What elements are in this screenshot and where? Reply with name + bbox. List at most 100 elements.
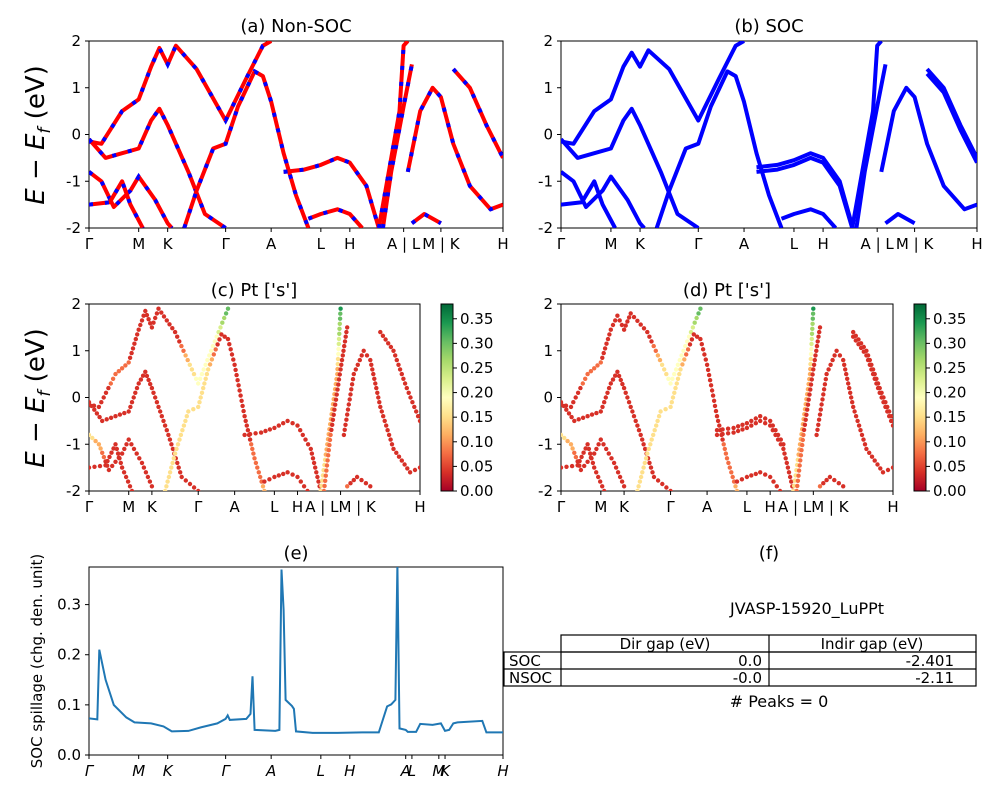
projected-point: [604, 341, 609, 346]
projected-point: [723, 451, 729, 456]
projected-point: [859, 432, 865, 438]
projected-point: [815, 339, 820, 344]
x-tick-label: Γ: [666, 498, 675, 516]
colorbar-tick-label: 0.15: [460, 408, 493, 426]
projected-point: [605, 390, 610, 395]
projected-point: [337, 372, 342, 377]
y-tick-label: -2: [538, 482, 553, 500]
projected-point: [222, 315, 227, 321]
projected-point: [613, 465, 619, 470]
projected-point: [255, 465, 260, 470]
projected-point: [877, 390, 882, 395]
column-header-dir-gap: Dir gap (eV): [620, 635, 711, 653]
projected-point: [709, 388, 715, 393]
nsoc-dir-gap: -0.0: [733, 669, 762, 687]
spillage-line: [89, 567, 503, 734]
row-label-nsoc: NSOC: [509, 669, 552, 687]
projected-point: [337, 321, 342, 326]
projected-point: [744, 425, 750, 431]
projected-point: [177, 339, 182, 344]
x-tick-label: H: [971, 235, 982, 253]
projected-point: [156, 404, 161, 410]
projected-point: [836, 481, 841, 486]
x-tick-label: M: [132, 235, 145, 253]
projected-point: [249, 442, 254, 447]
projected-point: [211, 352, 216, 357]
projected-point: [153, 395, 158, 400]
projected-point: [733, 484, 738, 489]
projected-point: [154, 400, 160, 405]
band-line-soc-dash: [283, 155, 381, 228]
projected-point: [589, 412, 595, 417]
projected-point: [183, 478, 188, 483]
y-tick-label: -2: [66, 219, 81, 237]
projected-point: [184, 414, 189, 419]
projected-point: [638, 322, 643, 327]
projected-point: [820, 397, 825, 402]
band-line-soc: [561, 179, 617, 228]
projected-point: [821, 481, 826, 486]
projected-point: [103, 463, 108, 468]
projected-point: [849, 395, 854, 400]
ylabel-unit: (eV): [21, 328, 51, 390]
projected-point: [674, 381, 679, 386]
projected-point: [388, 437, 393, 442]
projected-point: [598, 360, 603, 365]
projected-point: [351, 371, 356, 377]
projected-point: [338, 311, 343, 316]
colorbar-tick-label: 0.35: [933, 310, 966, 328]
projected-point: [111, 446, 116, 451]
projected-point: [165, 479, 170, 484]
projected-point: [368, 484, 373, 489]
projected-point: [615, 313, 620, 318]
projected-point: [706, 372, 712, 378]
projected-point: [345, 325, 350, 330]
projected-point: [786, 470, 792, 475]
panel-a-title: (a) Non-SOC: [240, 16, 351, 37]
projected-point: [220, 320, 225, 325]
band-lines: [89, 41, 503, 228]
projected-point: [739, 477, 745, 482]
projected-point: [158, 409, 163, 414]
projected-point: [604, 446, 609, 452]
x-tick-label: Γ: [221, 235, 230, 253]
y-tick-label: -1: [538, 172, 553, 190]
projected-point: [753, 421, 758, 426]
projected-point: [809, 341, 814, 347]
y-tick-label: 2: [71, 295, 81, 313]
projected-point: [610, 377, 616, 382]
projected-point: [372, 376, 377, 381]
projected-point: [334, 392, 339, 397]
projected-point: [561, 400, 564, 405]
colorbar-tick-label: 0.00: [460, 482, 493, 500]
projected-point: [399, 458, 404, 463]
projected-point: [607, 332, 612, 337]
band-line-soc-dash: [182, 68, 311, 228]
projected-point: [691, 332, 696, 337]
projected-point: [625, 395, 630, 400]
projected-point: [336, 377, 342, 382]
projected-point: [337, 331, 342, 336]
projected-point: [359, 353, 364, 358]
projected-point: [189, 367, 195, 372]
projected-point: [888, 418, 893, 424]
projected-point: [662, 367, 667, 372]
projected-point: [113, 414, 118, 419]
projected-point: [675, 362, 681, 367]
projected-point: [637, 479, 643, 484]
colorbar-tick-label: 0.05: [460, 457, 493, 475]
projected-point: [763, 416, 768, 421]
projected-point: [187, 362, 192, 367]
projected-point: [305, 442, 311, 447]
projected-point: [817, 412, 823, 417]
projected-point: [874, 381, 879, 386]
projected-point: [196, 404, 201, 410]
projected-point: [113, 442, 118, 447]
projected-point: [321, 488, 327, 491]
projected-point: [232, 362, 237, 367]
projected-point: [371, 371, 376, 377]
projected-point: [238, 393, 243, 398]
peaks-count: # Peaks = 0: [730, 692, 829, 711]
projected-point: [735, 424, 741, 429]
colorbar-tick-label: 0.30: [933, 334, 966, 352]
